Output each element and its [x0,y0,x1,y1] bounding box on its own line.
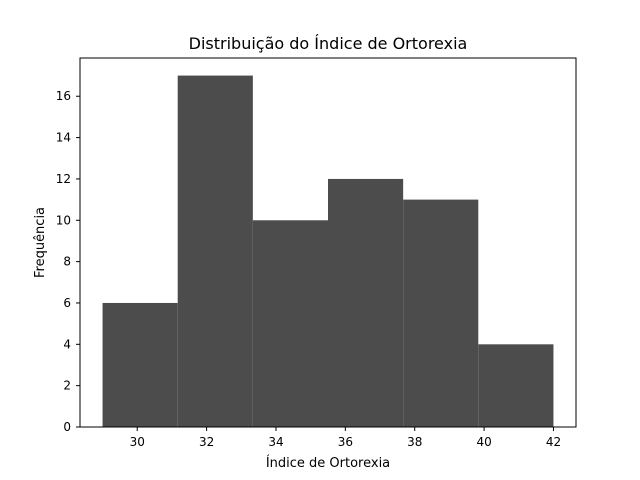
y-tick-label-12: 12 [56,172,71,186]
histogram-bar-2 [177,75,253,428]
y-tick-label-16: 16 [56,89,71,103]
y-tick-label-2: 2 [63,379,71,393]
plot-frame [79,57,577,428]
chart-title: Distribuição do Índice de Ortorexia [189,34,468,53]
x-tick-label-32: 32 [199,435,214,449]
histogram-bar-1 [102,302,178,427]
x-tick-label-30: 30 [130,435,145,449]
x-tick-label-40: 40 [476,435,491,449]
y-tick-label-6: 6 [63,296,71,310]
x-axis-label: Índice de Ortorexia [266,455,390,471]
bars-group [102,75,554,428]
histogram-bar-6 [478,344,554,427]
y-tick-label-8: 8 [63,255,71,269]
y-axis-ticks: 0 2 4 6 8 10 12 14 16 [56,89,80,434]
x-tick-label-38: 38 [407,435,422,449]
x-tick-label-42: 42 [546,435,561,449]
y-tick-label-10: 10 [56,213,71,227]
histogram-bar-5 [403,199,479,427]
y-axis-label: Frequência [33,207,48,278]
histogram-bar-4 [328,178,404,427]
histogram-bar-3 [252,220,328,427]
x-tick-label-36: 36 [338,435,353,449]
y-tick-label-0: 0 [63,420,71,434]
y-tick-label-14: 14 [56,131,71,145]
x-tick-label-34: 34 [268,435,283,449]
x-axis-ticks: 30 32 34 36 38 40 42 [130,427,561,449]
y-tick-label-4: 4 [63,337,71,351]
